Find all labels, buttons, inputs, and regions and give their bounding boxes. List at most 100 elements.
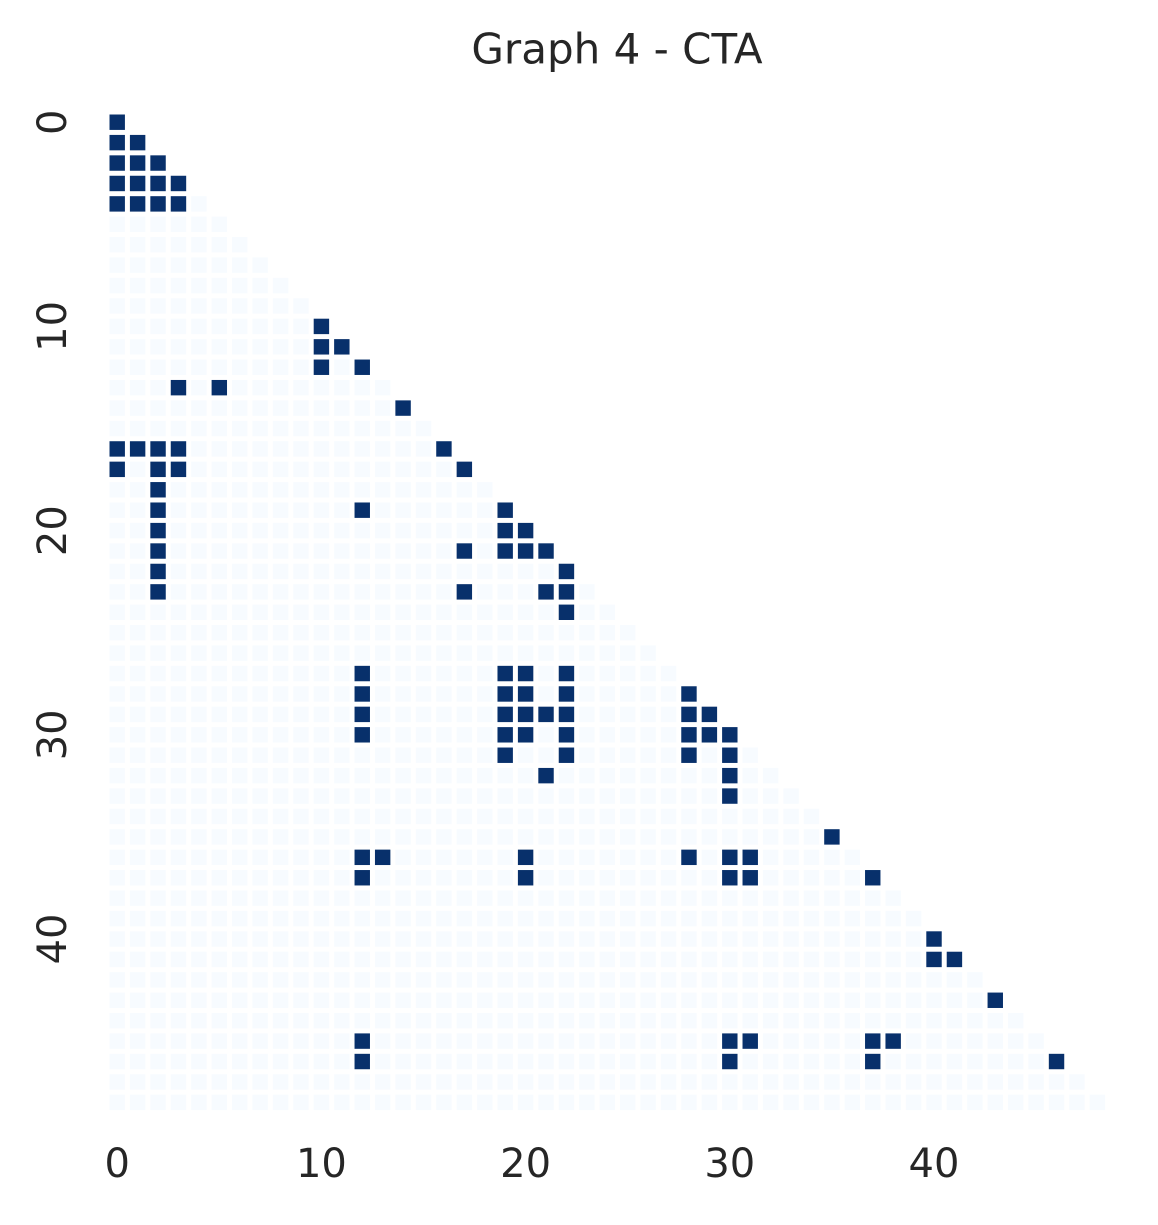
heatmap-cell bbox=[170, 379, 187, 396]
heatmap-cell bbox=[170, 910, 187, 927]
heatmap-cell bbox=[109, 277, 125, 294]
heatmap-cell bbox=[150, 318, 166, 335]
heatmap-cell bbox=[191, 951, 207, 968]
heatmap-cell bbox=[640, 706, 656, 723]
heatmap-cell bbox=[865, 910, 881, 927]
heatmap-cell bbox=[497, 870, 513, 886]
heatmap-cell bbox=[334, 788, 350, 804]
heatmap-cell bbox=[211, 441, 228, 457]
heatmap-cell bbox=[109, 114, 125, 130]
heatmap-cell bbox=[436, 563, 452, 580]
heatmap-cell bbox=[211, 298, 228, 314]
heatmap-cell bbox=[497, 502, 513, 518]
heatmap-cell bbox=[742, 992, 758, 1008]
heatmap-cell bbox=[558, 1012, 575, 1029]
heatmap-cell bbox=[395, 931, 411, 947]
heatmap-cell bbox=[150, 645, 166, 661]
heatmap-cell bbox=[762, 972, 779, 988]
heatmap-cell bbox=[477, 1094, 493, 1111]
heatmap-cell bbox=[681, 931, 697, 947]
heatmap-cell bbox=[354, 747, 370, 763]
heatmap-cell bbox=[109, 420, 125, 437]
heatmap-cell bbox=[783, 890, 799, 906]
heatmap-cell bbox=[456, 645, 473, 661]
heatmap-cell bbox=[150, 849, 166, 866]
heatmap-cell bbox=[599, 972, 615, 988]
heatmap-cell bbox=[395, 400, 411, 416]
heatmap-cell bbox=[129, 298, 146, 314]
heatmap-cell bbox=[477, 625, 493, 641]
heatmap-cell bbox=[334, 441, 350, 457]
heatmap-cell bbox=[272, 890, 289, 906]
heatmap-cell bbox=[620, 910, 636, 927]
x-tick-label: 10 bbox=[296, 1141, 347, 1187]
heatmap-cell bbox=[191, 992, 207, 1008]
heatmap-cell bbox=[395, 686, 411, 702]
heatmap-cell bbox=[232, 1074, 248, 1090]
heatmap-cell bbox=[129, 951, 146, 968]
heatmap-cell bbox=[538, 829, 554, 845]
heatmap-cell bbox=[354, 543, 370, 559]
heatmap-cell bbox=[579, 808, 595, 825]
heatmap-cell bbox=[722, 931, 738, 947]
heatmap-cell bbox=[252, 522, 268, 539]
heatmap-cell bbox=[395, 502, 411, 518]
heatmap-cell bbox=[987, 1053, 1003, 1070]
heatmap-cell bbox=[660, 972, 677, 988]
heatmap-cell bbox=[620, 706, 636, 723]
heatmap-cell bbox=[681, 1053, 697, 1070]
heatmap-cell bbox=[129, 645, 146, 661]
heatmap-cell bbox=[313, 788, 330, 804]
heatmap-cell bbox=[599, 1094, 615, 1111]
heatmap-cell bbox=[722, 727, 738, 743]
heatmap-cell bbox=[640, 829, 656, 845]
heatmap-cell bbox=[129, 788, 146, 804]
heatmap-cell bbox=[150, 339, 166, 355]
heatmap-cell bbox=[1069, 1094, 1085, 1111]
heatmap-cell bbox=[436, 767, 452, 784]
heatmap-cell bbox=[660, 1074, 677, 1090]
heatmap-cell bbox=[599, 951, 615, 968]
heatmap-cell bbox=[252, 1012, 268, 1029]
heatmap-cell bbox=[191, 686, 207, 702]
heatmap-cell bbox=[517, 829, 534, 845]
heatmap-cell bbox=[272, 1074, 289, 1090]
heatmap-cell bbox=[191, 1094, 207, 1111]
heatmap-cell bbox=[252, 686, 268, 702]
heatmap-cell bbox=[517, 543, 534, 559]
heatmap-cell bbox=[109, 890, 125, 906]
heatmap-cell bbox=[905, 1033, 922, 1049]
heatmap-cell bbox=[252, 1053, 268, 1070]
heatmap-cell bbox=[660, 727, 677, 743]
heatmap-cell bbox=[191, 665, 207, 682]
heatmap-cell bbox=[334, 1074, 350, 1090]
heatmap-cell bbox=[1007, 1074, 1024, 1090]
heatmap-cell bbox=[354, 992, 370, 1008]
heatmap-cell bbox=[109, 339, 125, 355]
heatmap-cell bbox=[191, 931, 207, 947]
heatmap-cell bbox=[579, 951, 595, 968]
heatmap-cell bbox=[191, 461, 207, 478]
heatmap-cell bbox=[109, 379, 125, 396]
heatmap-cell bbox=[170, 1053, 187, 1070]
heatmap-cell bbox=[783, 1053, 799, 1070]
heatmap-cell bbox=[129, 849, 146, 866]
heatmap-cell bbox=[844, 972, 861, 988]
heatmap-cell bbox=[232, 543, 248, 559]
heatmap-cell bbox=[477, 563, 493, 580]
heatmap-cell bbox=[272, 747, 289, 763]
heatmap-cell bbox=[395, 1094, 411, 1111]
heatmap-cell bbox=[272, 420, 289, 437]
heatmap-cell bbox=[252, 645, 268, 661]
y-tick-label: 10 bbox=[30, 301, 76, 352]
heatmap-cell bbox=[844, 849, 861, 866]
heatmap-cell bbox=[191, 727, 207, 743]
heatmap-cell bbox=[374, 584, 391, 600]
heatmap-cell bbox=[232, 461, 248, 478]
heatmap-cell bbox=[293, 1012, 309, 1029]
heatmap-cell bbox=[211, 706, 228, 723]
heatmap-cell bbox=[293, 400, 309, 416]
heatmap-cell bbox=[313, 461, 330, 478]
heatmap-cell bbox=[517, 706, 534, 723]
heatmap-cell bbox=[701, 706, 718, 723]
